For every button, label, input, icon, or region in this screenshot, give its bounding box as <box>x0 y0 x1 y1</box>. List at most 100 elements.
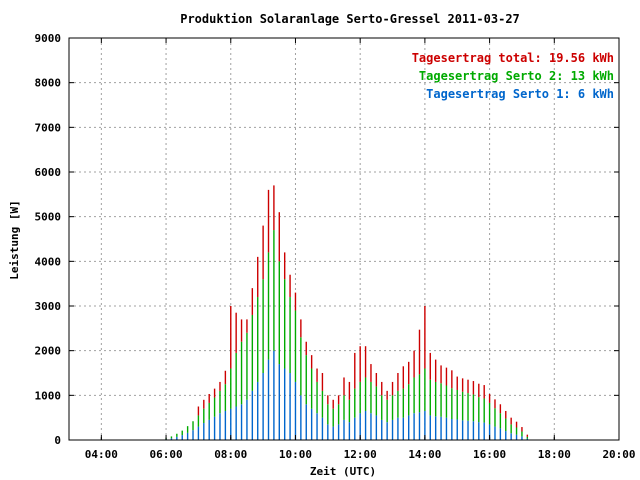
bar-serto1-58 <box>478 422 480 440</box>
x-tick-label-5: 14:00 <box>408 448 441 461</box>
bar-serto2-52 <box>445 385 448 418</box>
y-tick-label-9: 9000 <box>35 32 62 45</box>
bar-serto1-30 <box>327 424 329 440</box>
bar-serto1-10 <box>219 413 221 440</box>
bar-serto2-29 <box>321 390 324 418</box>
bar-total-16 <box>251 288 254 315</box>
x-axis-ticks: 04:00 06:00 08:00 10:00 12:00 14:00 16:00 18:00… <box>85 38 636 461</box>
y-tick-label-6: 6000 <box>35 166 62 179</box>
bar-serto1-45 <box>408 415 410 440</box>
bar-serto2-46 <box>413 377 415 414</box>
bar-serto2-15 <box>246 332 248 400</box>
bar-total-45 <box>408 361 410 385</box>
bar-serto1-44 <box>402 417 405 440</box>
bar-total-20 <box>273 185 275 231</box>
bar-serto1-42 <box>391 419 394 440</box>
x-tick-label-6: 16:00 <box>473 448 506 461</box>
bar-serto2-25 <box>300 337 302 396</box>
bar-serto2-5 <box>192 421 194 431</box>
bar-series <box>165 185 529 440</box>
bar-serto1-60 <box>488 424 491 440</box>
bar-serto2-42 <box>391 395 394 420</box>
bar-total-56 <box>467 379 469 394</box>
bar-total-55 <box>461 378 464 392</box>
bar-serto1-32 <box>337 424 340 440</box>
bar-total-51 <box>440 365 442 384</box>
bar-total-18 <box>262 225 264 280</box>
bar-serto1-34 <box>348 422 351 440</box>
bar-serto1-13 <box>235 406 237 440</box>
x-tick-label-1: 06:00 <box>149 448 182 461</box>
x-tick-label-4: 12:00 <box>344 448 377 461</box>
bar-total-39 <box>375 373 378 387</box>
bar-serto2-51 <box>440 383 442 417</box>
bar-serto2-30 <box>327 404 329 425</box>
bar-serto1-28 <box>316 413 318 440</box>
bar-serto2-45 <box>408 384 410 416</box>
bar-total-26 <box>305 341 307 356</box>
bar-serto2-13 <box>235 352 237 407</box>
bar-serto2-24 <box>294 310 297 382</box>
bar-serto1-67 <box>526 438 529 440</box>
bar-serto1-5 <box>192 430 194 440</box>
bar-serto2-50 <box>434 381 437 417</box>
bar-serto2-31 <box>332 408 334 427</box>
bar-total-9 <box>213 388 216 398</box>
bar-serto2-58 <box>478 397 480 423</box>
bar-serto1-3 <box>181 435 183 440</box>
x-axis-label: Zeit (UTC) <box>310 465 376 478</box>
bar-serto1-14 <box>240 404 243 440</box>
bar-serto2-6 <box>197 415 200 427</box>
y-tick-label-8: 8000 <box>35 77 62 90</box>
bar-serto1-33 <box>343 419 345 440</box>
x-tick-label-7: 18:00 <box>538 448 571 461</box>
bar-total-14 <box>240 319 243 342</box>
bar-serto2-54 <box>456 389 458 420</box>
bar-serto1-6 <box>197 426 200 440</box>
bar-serto2-66 <box>521 431 523 437</box>
bar-serto2-9 <box>213 397 216 417</box>
bar-serto2-18 <box>262 279 264 373</box>
bar-total-53 <box>451 370 453 389</box>
bar-total-15 <box>246 319 248 333</box>
bar-serto1-24 <box>294 381 297 440</box>
bar-serto1-54 <box>456 419 458 440</box>
bar-serto1-65 <box>515 434 518 440</box>
y-tick-label-3: 3000 <box>35 300 62 313</box>
bar-serto2-20 <box>273 230 275 351</box>
bar-serto1-36 <box>359 413 361 440</box>
bar-serto2-47 <box>418 374 421 413</box>
bar-serto1-11 <box>224 410 227 440</box>
bar-total-21 <box>278 212 280 262</box>
bar-serto1-41 <box>386 422 388 440</box>
bar-serto2-65 <box>515 427 518 435</box>
bar-serto1-23 <box>289 373 291 440</box>
bar-total-48 <box>424 306 426 369</box>
bar-serto1-18 <box>262 373 264 440</box>
legend-entry-serto1: Tagesertrag Serto 1: 6 kWh <box>426 87 614 101</box>
x-tick-label-2: 08:00 <box>214 448 247 461</box>
bar-serto2-67 <box>526 436 529 439</box>
bar-serto2-36 <box>359 381 361 414</box>
bar-total-29 <box>321 373 324 391</box>
bar-serto1-26 <box>305 404 307 440</box>
bar-total-8 <box>208 393 210 403</box>
bar-serto2-59 <box>483 398 485 423</box>
bar-total-58 <box>478 383 480 398</box>
bar-total-40 <box>381 381 383 396</box>
bar-total-66 <box>521 427 523 432</box>
bar-serto1-22 <box>283 368 286 440</box>
x-tick-label-0: 04:00 <box>85 448 118 461</box>
bar-serto1-12 <box>230 408 232 440</box>
bar-serto2-55 <box>461 391 464 421</box>
bar-total-19 <box>267 189 270 253</box>
bar-total-65 <box>515 421 518 428</box>
bar-serto1-31 <box>332 426 334 440</box>
bar-serto1-64 <box>510 433 512 440</box>
bar-serto1-19 <box>267 359 270 440</box>
bar-total-7 <box>203 399 205 409</box>
bar-serto1-47 <box>418 412 421 440</box>
bar-serto1-56 <box>467 420 469 440</box>
bar-serto2-11 <box>224 384 227 411</box>
